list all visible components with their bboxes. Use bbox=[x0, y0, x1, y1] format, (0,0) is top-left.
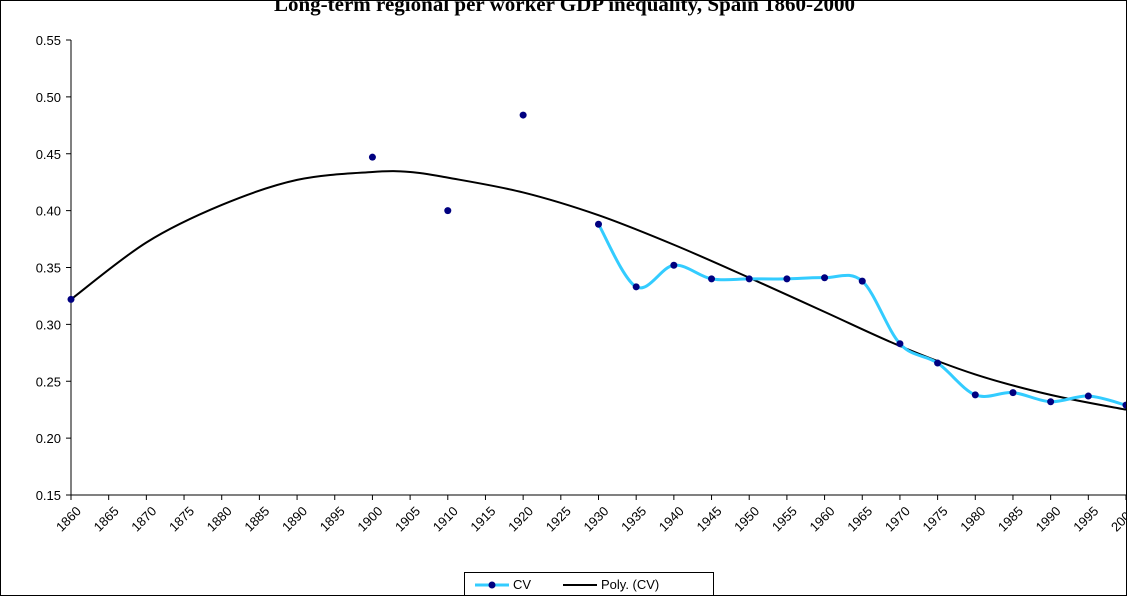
chart-title: Long-term regional per worker GDP inequa… bbox=[273, 0, 856, 16]
x-tick-label: 1985 bbox=[995, 503, 1026, 534]
y-tick-label: 0.25 bbox=[36, 374, 61, 389]
x-tick-label: 2000 bbox=[1108, 503, 1127, 534]
legend: CV Poly. (CV) bbox=[464, 572, 714, 595]
cv-point bbox=[368, 153, 376, 161]
cv-point bbox=[595, 220, 602, 228]
x-tick-label: 1925 bbox=[543, 503, 574, 534]
x-tick-label: 1980 bbox=[957, 503, 988, 534]
x-tick-label: 1875 bbox=[166, 503, 197, 534]
y-tick-label: 0.30 bbox=[36, 317, 61, 332]
cv-point bbox=[1122, 401, 1126, 409]
x-tick-label: 1870 bbox=[128, 503, 159, 534]
x-tick-label: 1890 bbox=[279, 503, 310, 534]
cv-point bbox=[1084, 392, 1092, 400]
x-tick-label: 1940 bbox=[656, 503, 687, 534]
x-tick-label: 1880 bbox=[204, 503, 235, 534]
cv-point bbox=[1009, 389, 1017, 397]
cv-point bbox=[670, 261, 678, 269]
x-tick-label: 1995 bbox=[1070, 503, 1101, 534]
x-tick-label: 1955 bbox=[769, 503, 800, 534]
cv-point bbox=[934, 359, 942, 367]
cv-point bbox=[821, 274, 829, 282]
x-tick-label: 1900 bbox=[354, 503, 385, 534]
x-tick-label: 1930 bbox=[580, 503, 611, 534]
cv-point bbox=[708, 275, 716, 283]
y-tick-label: 0.55 bbox=[36, 33, 61, 48]
cv-point bbox=[745, 275, 753, 283]
cv-point bbox=[858, 277, 866, 285]
x-tick-label: 1990 bbox=[1033, 503, 1064, 534]
y-tick-label: 0.35 bbox=[36, 261, 61, 276]
x-tick-label: 1865 bbox=[91, 503, 122, 534]
cv-point bbox=[896, 340, 904, 348]
x-tick-label: 1935 bbox=[618, 503, 649, 534]
x-tick-label: 1965 bbox=[844, 503, 875, 534]
x-tick-label: 1895 bbox=[317, 503, 348, 534]
x-tick-label: 1970 bbox=[882, 503, 913, 534]
legend-label-cv: CV bbox=[513, 577, 532, 592]
cv-point bbox=[67, 295, 75, 303]
x-tick-label: 1945 bbox=[693, 503, 724, 534]
cv-point bbox=[783, 275, 791, 283]
cv-point bbox=[444, 207, 452, 215]
x-tick-label: 1885 bbox=[241, 503, 272, 534]
y-tick-label: 0.15 bbox=[36, 488, 61, 503]
x-tick-label: 1860 bbox=[53, 503, 84, 534]
y-tick-label: 0.20 bbox=[36, 431, 61, 446]
x-tick-label: 1915 bbox=[467, 503, 498, 534]
x-tick-label: 1960 bbox=[807, 503, 838, 534]
x-tick-label: 1920 bbox=[505, 503, 536, 534]
x-tick-label: 1975 bbox=[920, 503, 951, 534]
cv-point bbox=[971, 391, 979, 399]
legend-label-poly: Poly. (CV) bbox=[601, 577, 660, 592]
cv-point bbox=[519, 111, 527, 119]
poly-trend-line bbox=[70, 170, 1126, 411]
cv-line bbox=[597, 223, 1126, 407]
y-tick-label: 0.45 bbox=[36, 147, 61, 162]
cv-point bbox=[1047, 398, 1055, 406]
cv-point bbox=[632, 283, 640, 291]
y-tick-label: 0.40 bbox=[36, 204, 61, 219]
x-tick-label: 1950 bbox=[731, 503, 762, 534]
y-tick-label: 0.50 bbox=[36, 90, 61, 105]
legend-marker-cv bbox=[488, 581, 496, 589]
x-tick-label: 1905 bbox=[392, 503, 423, 534]
x-tick-label: 1910 bbox=[430, 503, 461, 534]
